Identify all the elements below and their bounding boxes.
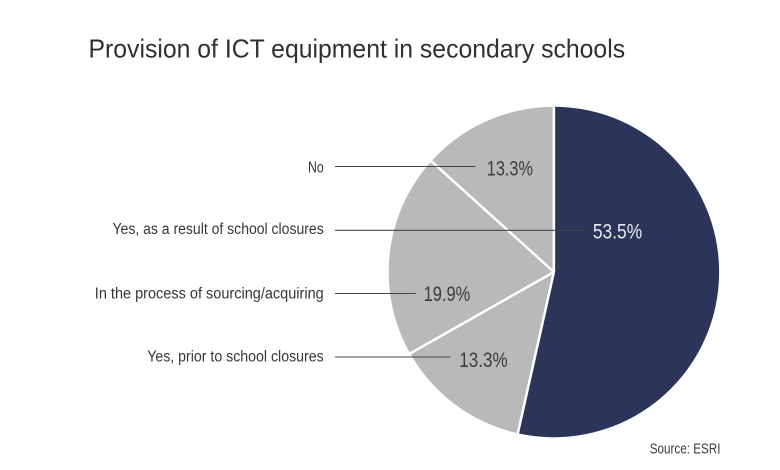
svg-text:Yes, prior to school closures: Yes, prior to school closures <box>147 349 324 366</box>
svg-text:13.3%: 13.3% <box>487 157 533 180</box>
svg-text:In the process of sourcing/acq: In the process of sourcing/acquiring <box>95 286 324 303</box>
svg-text:Source: ESRI: Source: ESRI <box>650 440 721 457</box>
svg-text:53.5%: 53.5% <box>593 221 642 244</box>
svg-text:19.9%: 19.9% <box>424 283 471 306</box>
svg-text:Provision of ICT equipment in: Provision of ICT equipment in secondary … <box>89 34 626 64</box>
svg-text:13.3%: 13.3% <box>459 349 508 372</box>
svg-text:Yes, as a result of school clo: Yes, as a result of school closures <box>113 221 324 238</box>
svg-text:No: No <box>308 160 324 177</box>
